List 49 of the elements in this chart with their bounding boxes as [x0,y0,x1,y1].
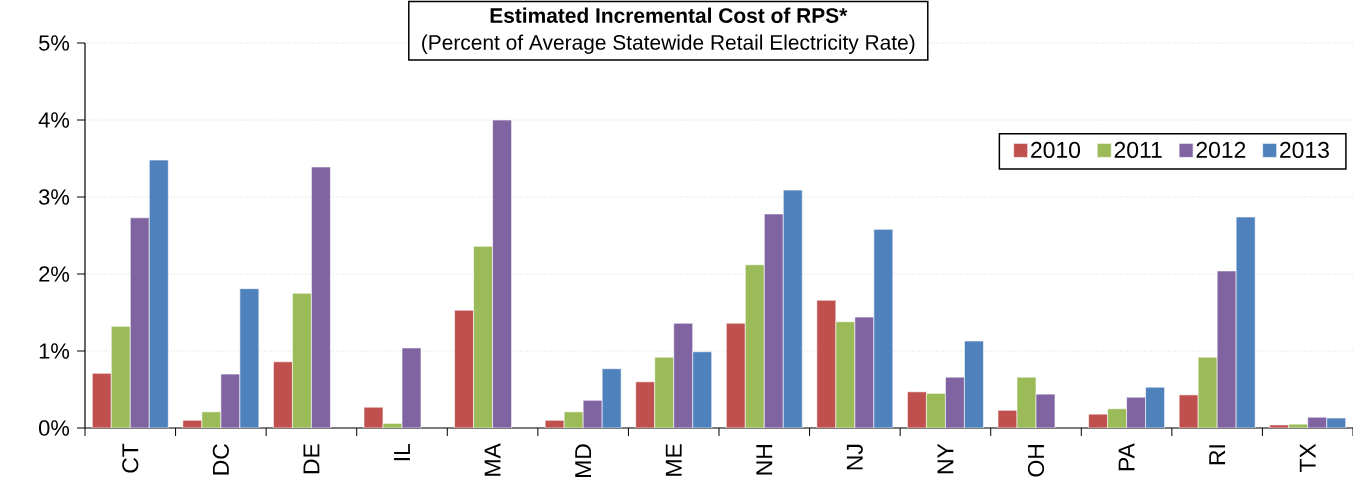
bar [635,381,656,428]
y-tick-label: 4% [38,112,70,128]
y-tick-label: 2% [39,266,70,282]
legend-label: 2011 [1114,141,1162,159]
bar [654,356,675,428]
x-tick-label: NH [756,445,773,475]
x-tick-label: NJ [846,444,863,470]
x-tick-label: NY [937,443,954,474]
x-tick-label: PA [1118,443,1135,471]
bar [148,159,169,428]
x-tick-label: MA [484,443,501,476]
y-tick-label: 1% [39,343,70,359]
x-tick-label: RI [1209,445,1226,465]
x-tick-label: TX [1299,443,1316,472]
legend-label: 2010 [1031,141,1081,159]
bar [744,264,765,428]
bar [273,361,293,428]
x-tick-label: DC [212,444,229,475]
bar [964,340,984,428]
y-tick-label: 3% [38,189,70,205]
chart-title: Estimated Incremental Cost of RPS* [490,7,848,23]
bar [473,245,493,428]
x-tick-label: MD [575,444,592,477]
y-tick-label: 5% [39,35,70,51]
bar [129,217,150,428]
x-tick-label: CT [122,443,139,473]
bar [907,391,927,428]
bar [673,322,694,428]
bar [1145,386,1165,428]
bar [725,322,746,428]
y-tick-label: 0% [39,420,70,436]
chart-subtitle: (Percent of Average Statewide Retail Electricity Rate) [422,34,915,54]
bar [945,376,965,428]
legend-label: 2013 [1280,141,1329,159]
bar [292,292,312,428]
bar [763,213,784,428]
bar [110,326,131,428]
bar [454,309,474,428]
bar [926,393,946,428]
x-tick-label: OH [1027,445,1045,477]
x-tick-label: IL [394,443,410,461]
bar [492,119,512,428]
bar [311,166,331,428]
bar [91,373,112,428]
bar [692,351,713,428]
x-tick-label: ME [665,444,682,476]
legend-label: 2012 [1196,141,1246,159]
bar [782,189,803,428]
x-tick-label: DE [303,444,320,474]
